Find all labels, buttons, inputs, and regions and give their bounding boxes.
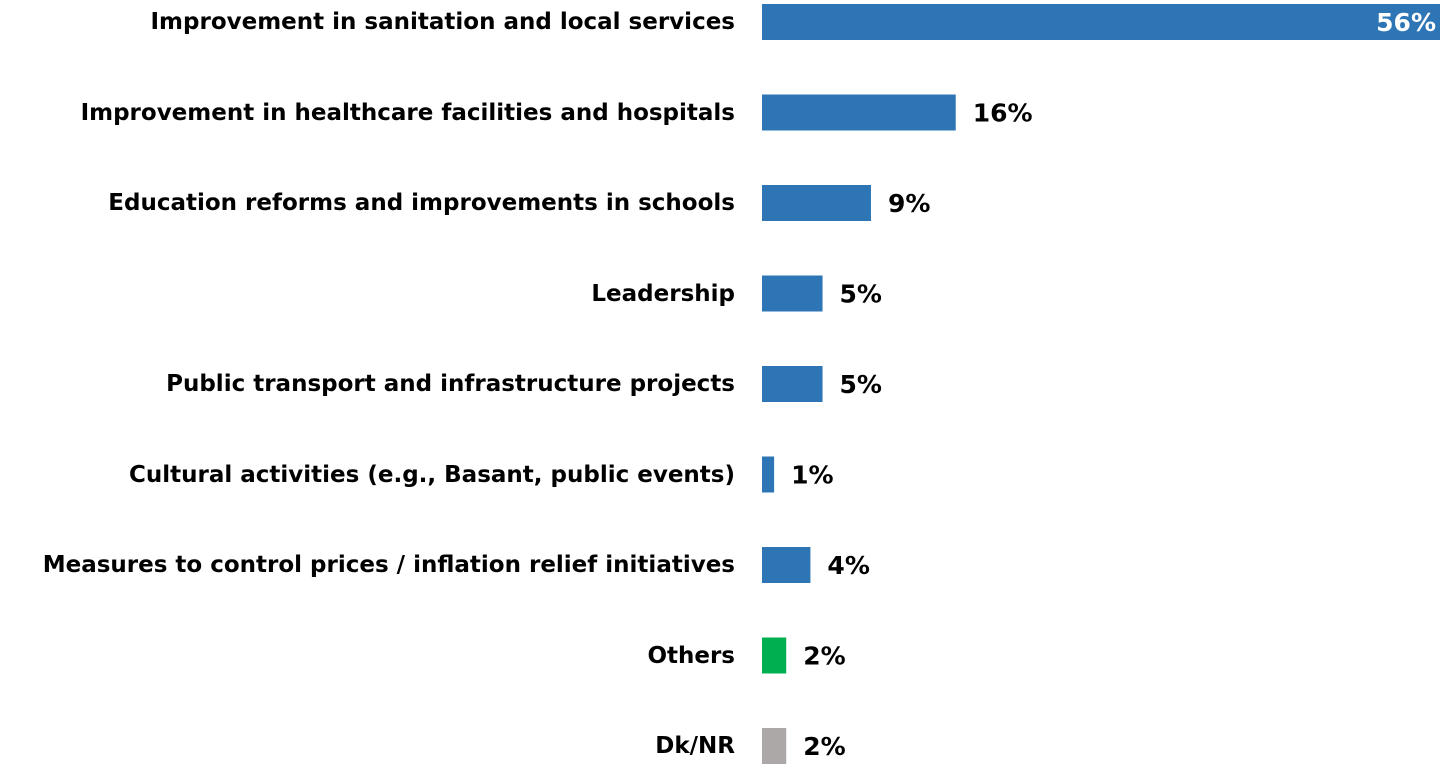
bar	[762, 637, 787, 674]
bar	[762, 185, 871, 221]
value-label: 2%	[803, 732, 845, 761]
value-label: 5%	[840, 280, 882, 309]
category-label: Improvement in sanitation and local serv…	[150, 9, 735, 35]
category-label-box: Cultural activities (e.g., Basant, publi…	[0, 430, 735, 520]
category-label-box: Others	[0, 611, 735, 701]
value-label: 9%	[888, 189, 930, 218]
category-label: Improvement in healthcare facilities and…	[80, 99, 735, 126]
category-label: Leadership	[591, 280, 735, 307]
value-label: 4%	[827, 551, 869, 580]
value-label: 16%	[973, 99, 1033, 128]
category-label: Education reforms and improvements in sc…	[108, 190, 735, 216]
bar	[762, 547, 811, 583]
value-label: 56%	[1376, 8, 1436, 37]
bar	[762, 366, 823, 402]
category-label-box: Public transport and infrastructure proj…	[0, 339, 735, 429]
bar	[762, 456, 775, 493]
category-label: Public transport and infrastructure proj…	[166, 371, 735, 397]
bar	[762, 4, 1440, 40]
category-label-box: Dk/NR	[0, 701, 735, 764]
category-label-box: Education reforms and improvements in sc…	[0, 158, 735, 248]
category-label: Dk/NR	[655, 733, 735, 759]
value-label: 2%	[803, 642, 845, 671]
value-label: 1%	[791, 461, 833, 490]
bar	[762, 275, 823, 312]
category-label: Measures to control prices / inflation r…	[42, 552, 735, 578]
value-label: 5%	[840, 370, 882, 399]
category-label-box: Measures to control prices / inflation r…	[0, 520, 735, 610]
category-label: Others	[647, 642, 735, 669]
category-label-box: Leadership	[0, 249, 735, 339]
bar	[762, 94, 956, 131]
category-label: Cultural activities (e.g., Basant, publi…	[129, 461, 735, 488]
bar	[762, 728, 787, 764]
category-label-box: Improvement in healthcare facilities and…	[0, 68, 735, 158]
category-label-box: Improvement in sanitation and local serv…	[0, 0, 735, 67]
